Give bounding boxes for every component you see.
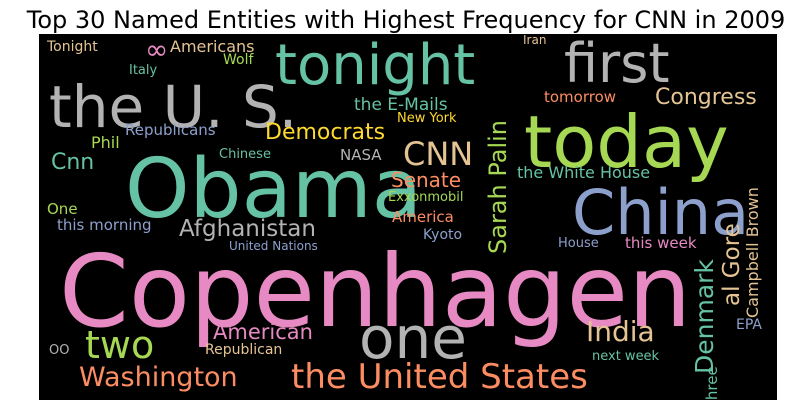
- word-american: American: [213, 320, 313, 344]
- word-nasa: NASA: [340, 146, 382, 164]
- word-tonight: tonight: [275, 34, 476, 98]
- word-tonight-small: Tonight: [47, 39, 98, 55]
- word-kyoto: Kyoto: [423, 227, 463, 243]
- word-this-week: this week: [625, 234, 697, 252]
- word-washington: Washington: [79, 362, 238, 393]
- word-republicans: Republicans: [125, 121, 216, 139]
- word-three: three: [703, 366, 721, 400]
- word-new-york: New York: [397, 111, 457, 126]
- word-iran: Iran: [523, 34, 547, 47]
- word-america: America: [392, 208, 454, 226]
- word-one-cap: One: [47, 200, 78, 218]
- word-democrats: Democrats: [265, 120, 386, 145]
- word-afghanistan: Afghanistan: [179, 216, 316, 242]
- word-two: two: [85, 323, 155, 367]
- word-epa: EPA: [736, 317, 762, 333]
- word-senate: Senate: [391, 168, 462, 192]
- word-china: China: [572, 176, 750, 249]
- word-house: House: [558, 236, 599, 251]
- word-cnn-lower: Cnn: [51, 150, 95, 175]
- word-oo: OO: [49, 343, 70, 358]
- word-one: one: [359, 304, 467, 372]
- word-exxonmobil: Exxonmobil: [388, 190, 464, 205]
- word-wolf: Wolf: [223, 52, 254, 68]
- word-cnn-upper: CNN: [403, 135, 474, 173]
- word-the-white-house: the White House: [517, 163, 651, 182]
- word-congress: Congress: [655, 85, 757, 110]
- word-first: first: [564, 34, 670, 95]
- word-campbell-brown: Campbell Brown: [743, 187, 762, 318]
- word-copenhagen: Copenhagen: [59, 233, 692, 350]
- word-next-week: next week: [592, 349, 660, 364]
- word-italy: Italy: [129, 63, 158, 78]
- word-united-nations: United Nations: [229, 239, 318, 253]
- word-this-morning: this morning: [57, 216, 152, 234]
- word-denmark: Denmark: [690, 259, 719, 374]
- word-cloud: Copenhagen Obama today the U. S. tonight…: [39, 34, 777, 400]
- word-india: India: [586, 315, 655, 348]
- word-the-u-s: the U. S.: [49, 73, 298, 141]
- word-chinese: Chinese: [219, 147, 271, 162]
- chart-title: Top 30 Named Entities with Highest Frequ…: [26, 6, 786, 34]
- word-sarah-palin: Sarah Palin: [484, 119, 512, 254]
- word-tomorrow: tomorrow: [544, 88, 617, 106]
- word-the-e-mails: the E-Mails: [354, 95, 448, 115]
- word-republican: Republican: [205, 342, 283, 358]
- word-obama: Obama: [125, 142, 422, 237]
- word-today: today: [524, 100, 729, 184]
- word-phil: Phil: [91, 133, 120, 152]
- word-infinity: ∞: [145, 34, 169, 66]
- word-the-united-states: the United States: [291, 357, 588, 397]
- word-americans: Americans: [170, 37, 255, 56]
- word-al-gore: al Gore: [719, 223, 745, 306]
